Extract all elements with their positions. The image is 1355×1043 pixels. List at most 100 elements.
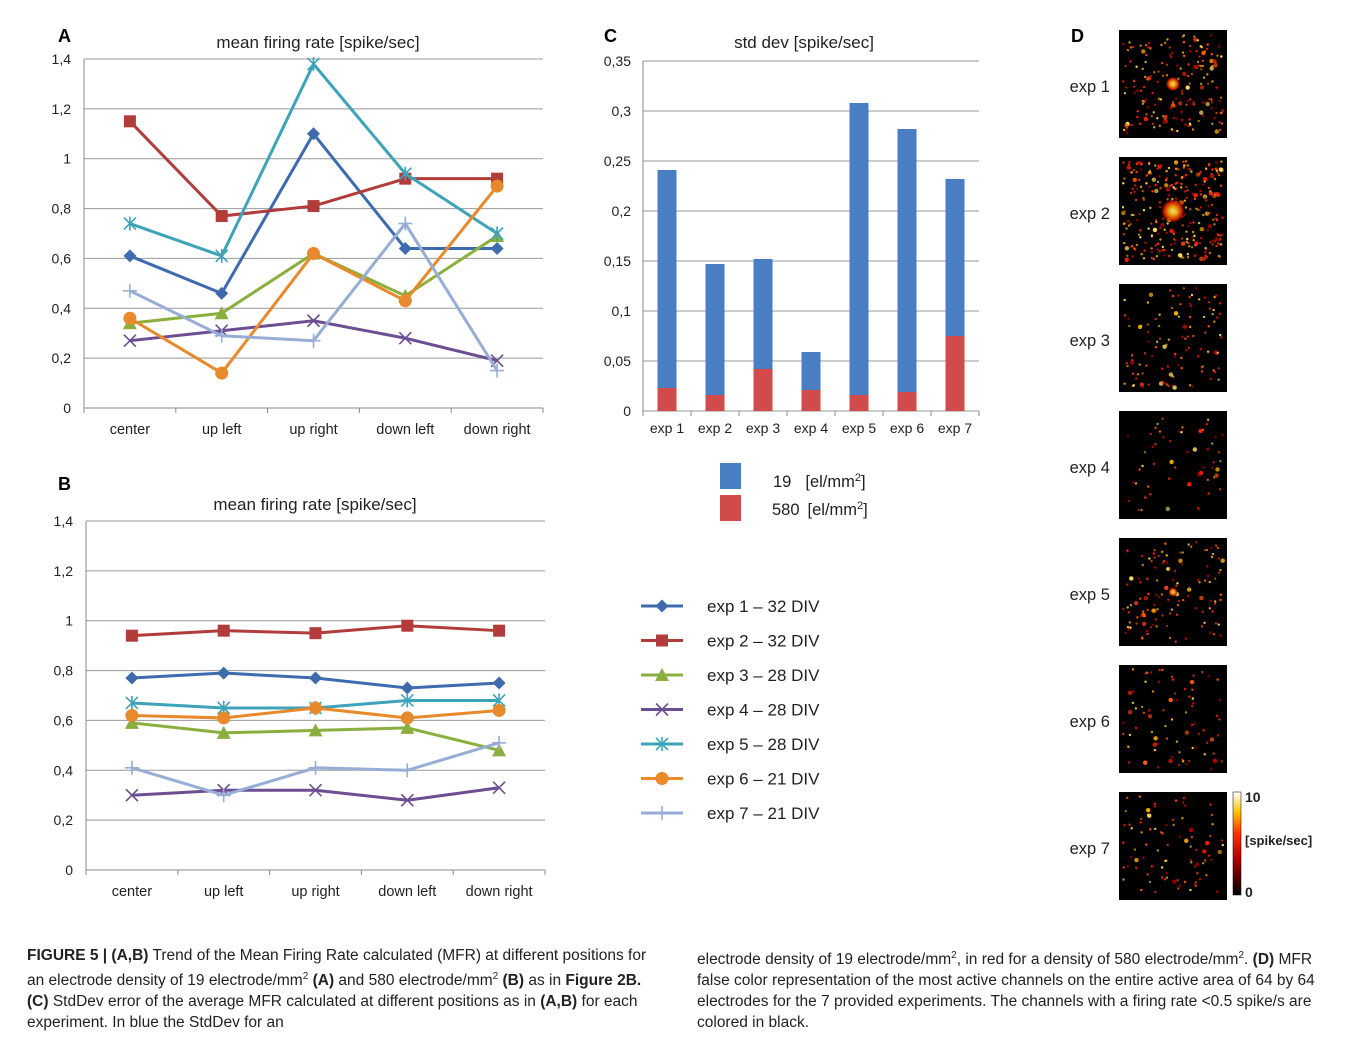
heatmap-dot bbox=[1141, 49, 1146, 54]
chart-b-y-tick-label: 1 bbox=[65, 613, 73, 629]
heatmap-dot bbox=[1167, 384, 1170, 387]
heatmap-dot bbox=[1181, 426, 1184, 429]
heatmap-dot bbox=[1122, 182, 1125, 185]
heatmap-dot bbox=[1145, 53, 1148, 57]
heatmap-dot bbox=[1122, 866, 1125, 869]
heatmap-dot bbox=[1166, 365, 1170, 368]
heatmap-dot bbox=[1132, 213, 1135, 217]
heatmap-dot bbox=[1188, 245, 1191, 248]
heatmap-dot bbox=[1210, 52, 1213, 56]
heatmap-dot bbox=[1139, 229, 1142, 232]
chart-a-point-7-2 bbox=[214, 328, 229, 343]
heatmap-dot bbox=[1141, 189, 1144, 193]
heatmap-dot bbox=[1185, 349, 1188, 352]
chart-b-point-6-1 bbox=[125, 708, 139, 722]
heatmap-dot bbox=[1135, 243, 1139, 247]
caption-sup: 2 bbox=[1238, 950, 1245, 961]
heatmap-dot bbox=[1133, 91, 1136, 94]
heatmap-dot bbox=[1192, 702, 1195, 705]
heatmap-dot bbox=[1150, 256, 1153, 260]
chart-a-y-tick-label: 1,4 bbox=[52, 51, 72, 67]
colorbar-max-label: 10 bbox=[1245, 789, 1261, 805]
legend-item-exp-2: exp 2 – 32 DIV bbox=[641, 632, 820, 651]
heatmap-dot bbox=[1201, 183, 1205, 186]
heatmap-dot bbox=[1181, 563, 1184, 566]
heatmap-dot bbox=[1147, 340, 1150, 343]
heatmap-dot bbox=[1142, 257, 1146, 260]
chart-b-y-tick-label: 1,2 bbox=[54, 563, 74, 579]
heatmap-dot bbox=[1142, 198, 1146, 201]
heatmap-dot bbox=[1196, 472, 1202, 477]
heatmap-dot bbox=[1220, 55, 1223, 58]
heatmap-dot bbox=[1121, 80, 1125, 83]
heatmap-dot bbox=[1139, 44, 1142, 47]
heatmap-dot bbox=[1211, 312, 1214, 316]
heatmap-dot bbox=[1203, 296, 1207, 299]
heatmap-dot bbox=[1157, 596, 1161, 599]
heatmap-dot bbox=[1206, 228, 1209, 232]
heatmap-dot bbox=[1199, 256, 1204, 261]
heatmap-dot bbox=[1153, 556, 1156, 559]
heatmap-dot bbox=[1198, 241, 1202, 245]
heatmap-dot bbox=[1188, 827, 1194, 833]
heatmap-dot bbox=[1194, 883, 1197, 886]
heatmap-dot bbox=[1193, 37, 1198, 42]
heatmap-dot bbox=[1187, 241, 1190, 245]
heatmap-dot bbox=[1175, 584, 1178, 588]
heatmap-dot bbox=[1203, 859, 1207, 862]
heatmap-dot bbox=[1205, 199, 1208, 202]
heatmap-dot bbox=[1128, 41, 1131, 44]
heatmap-dot bbox=[1183, 199, 1187, 202]
chart-a-point-1-1 bbox=[123, 249, 137, 263]
chart-a-y-tick-label: 0,6 bbox=[52, 250, 72, 266]
heatmap-dot bbox=[1142, 209, 1146, 212]
heatmap-dot bbox=[1201, 114, 1205, 117]
legend-bar-580: 580 [el/mm2] bbox=[772, 500, 868, 519]
bar-19-6 bbox=[897, 129, 917, 411]
heatmap-dot bbox=[1149, 206, 1152, 210]
heatmap-dot bbox=[1175, 613, 1179, 616]
bar-580-4 bbox=[801, 390, 821, 411]
heatmap-dot bbox=[1139, 236, 1142, 239]
heatmap-dot bbox=[1183, 804, 1186, 807]
heatmap-dot bbox=[1181, 760, 1185, 763]
heatmap-dot bbox=[1174, 174, 1177, 177]
heatmap-dot bbox=[1149, 671, 1153, 674]
heatmap-dot bbox=[1214, 600, 1217, 603]
bar-19-5 bbox=[849, 103, 869, 411]
heatmap-dot bbox=[1177, 887, 1180, 890]
heatmap-dot bbox=[1188, 302, 1192, 306]
heatmap-dot bbox=[1154, 346, 1158, 349]
heatmap-dot bbox=[1214, 473, 1219, 478]
chart-c-y-tick-label: 0,3 bbox=[612, 103, 632, 119]
heatmap-dot bbox=[1136, 89, 1139, 92]
heatmap-dot bbox=[1216, 734, 1220, 737]
heatmap-dot bbox=[1146, 46, 1150, 49]
heatmap-label-exp-7: exp 7 bbox=[1070, 840, 1110, 858]
heatmap-dot bbox=[1219, 184, 1223, 187]
heatmap-dot bbox=[1172, 116, 1175, 120]
chart-b-point-1-3 bbox=[309, 671, 322, 685]
heatmap-dot bbox=[1174, 352, 1177, 356]
heatmap-dot bbox=[1124, 631, 1127, 635]
heatmap-label-exp-2: exp 2 bbox=[1070, 205, 1110, 223]
chart-a-x-tick-label: down right bbox=[464, 422, 531, 438]
heatmap-dot bbox=[1151, 91, 1154, 95]
heatmap-dot bbox=[1194, 183, 1197, 187]
heatmap-dot bbox=[1154, 827, 1157, 831]
chart-b-point-6-3 bbox=[309, 701, 322, 715]
heatmap-dot bbox=[1165, 737, 1169, 740]
heatmap-dot bbox=[1208, 251, 1211, 255]
heatmap-dot bbox=[1143, 249, 1146, 252]
heatmap-dot bbox=[1156, 80, 1159, 84]
heatmap-dot bbox=[1171, 101, 1175, 104]
heatmap-dot bbox=[1122, 841, 1125, 844]
heatmap-dot bbox=[1176, 129, 1179, 133]
heatmap-dot bbox=[1216, 678, 1219, 681]
heatmap-dot bbox=[1150, 731, 1154, 734]
caption-ref: (B) bbox=[498, 972, 525, 990]
heatmap-dot bbox=[1159, 166, 1162, 169]
heatmap-hotspot bbox=[1165, 76, 1181, 92]
heatmap-dot bbox=[1196, 355, 1200, 358]
chart-a-point-5-4 bbox=[398, 166, 412, 181]
